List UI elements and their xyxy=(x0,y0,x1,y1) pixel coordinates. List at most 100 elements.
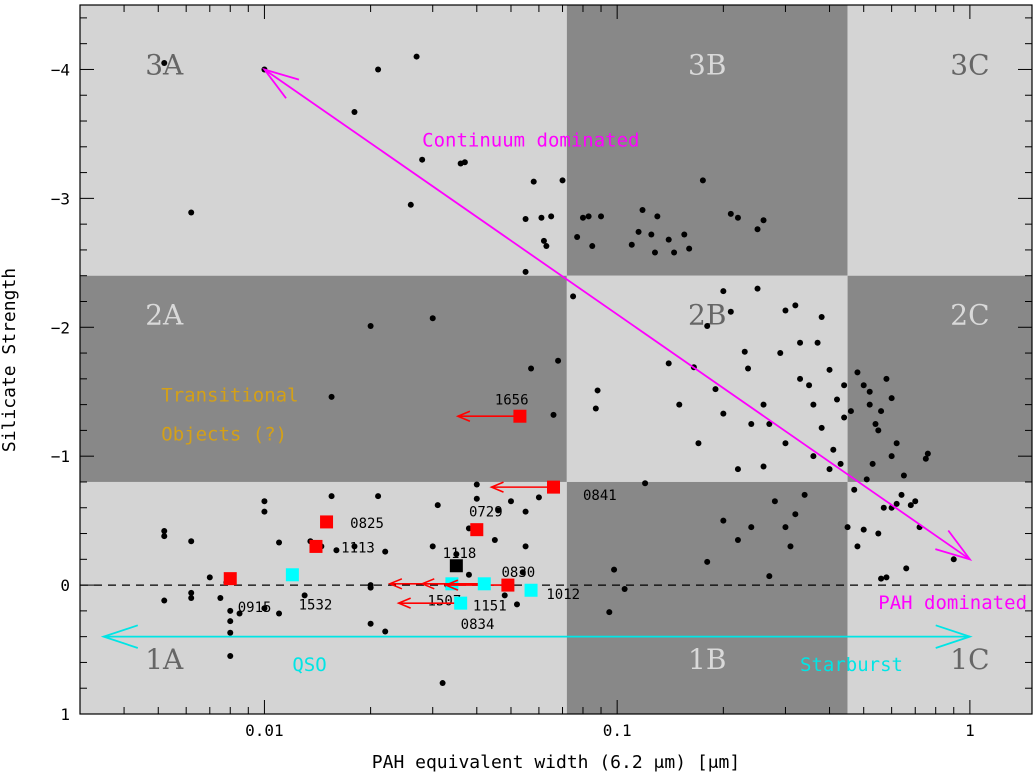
x-tick-label: 1 xyxy=(965,721,975,740)
data-point xyxy=(695,440,702,447)
x-tick-label: 0.1 xyxy=(603,721,632,740)
y-tick-label: −4 xyxy=(51,60,70,79)
data-point xyxy=(792,511,799,518)
y-axis-label: Silicate Strength xyxy=(0,268,20,452)
data-point xyxy=(863,476,870,483)
data-point xyxy=(648,231,655,238)
data-point xyxy=(651,249,658,256)
marker-label-1656: 1656 xyxy=(495,392,529,408)
region-3b xyxy=(566,5,848,276)
data-point xyxy=(570,293,577,300)
marker-label-0915: 0915 xyxy=(238,600,272,616)
data-point xyxy=(826,466,833,473)
data-point xyxy=(519,569,526,576)
data-point xyxy=(766,420,773,427)
data-point xyxy=(818,424,825,431)
data-point xyxy=(261,498,268,505)
data-point xyxy=(328,393,335,400)
data-point xyxy=(922,455,929,462)
region-label-1c: 1C xyxy=(950,643,989,676)
data-point xyxy=(382,628,389,635)
data-point xyxy=(924,450,931,457)
region-2a xyxy=(80,275,567,482)
data-point xyxy=(188,538,195,545)
data-point xyxy=(654,213,661,220)
data-point xyxy=(611,566,618,573)
data-point xyxy=(206,574,213,581)
data-point xyxy=(734,536,741,543)
data-point xyxy=(727,308,734,315)
marker-label-0729: 0729 xyxy=(469,505,503,521)
marker-0841 xyxy=(547,480,561,494)
data-point xyxy=(888,453,895,460)
marker-1113 xyxy=(309,539,323,553)
data-point xyxy=(276,610,283,617)
data-point xyxy=(227,607,234,614)
data-point xyxy=(188,594,195,601)
region-label-2c: 2C xyxy=(950,299,989,332)
data-point xyxy=(875,427,882,434)
marker-1118 xyxy=(449,559,463,573)
data-point xyxy=(810,401,817,408)
data-point xyxy=(844,524,851,531)
data-point xyxy=(950,556,957,563)
data-point xyxy=(712,386,719,393)
data-point xyxy=(748,420,755,427)
marker-label-1532: 1532 xyxy=(299,597,333,613)
data-point xyxy=(217,594,224,601)
data-point xyxy=(161,527,168,534)
marker-1532 xyxy=(285,568,299,582)
regions-layer xyxy=(80,5,1032,714)
data-point xyxy=(367,620,374,627)
data-point xyxy=(522,508,529,515)
marker-label-1118: 1118 xyxy=(443,546,477,562)
data-point xyxy=(771,498,778,505)
data-point xyxy=(900,472,907,479)
marker-label-0834: 0834 xyxy=(461,617,495,633)
data-point xyxy=(851,486,858,493)
data-point xyxy=(261,605,268,612)
marker-1656 xyxy=(513,409,527,423)
data-point xyxy=(869,460,876,467)
data-point xyxy=(810,453,817,460)
marker-0729 xyxy=(470,523,484,537)
data-point xyxy=(847,408,854,415)
annotation-0: Continuum dominated xyxy=(422,129,639,151)
marker-label-0825: 0825 xyxy=(350,516,384,532)
data-point xyxy=(745,365,752,372)
arrow-head xyxy=(935,624,973,649)
data-point xyxy=(351,108,358,115)
data-point xyxy=(826,366,833,373)
data-point xyxy=(413,53,420,60)
data-point xyxy=(720,288,727,295)
data-point xyxy=(522,543,529,550)
data-point xyxy=(642,480,649,487)
x-tick-label: 0.01 xyxy=(245,721,284,740)
data-point xyxy=(782,440,789,447)
data-point xyxy=(704,322,711,329)
data-point xyxy=(777,350,784,357)
data-point xyxy=(301,592,308,599)
data-point xyxy=(236,610,243,617)
marker-1151 xyxy=(454,596,468,610)
data-point xyxy=(866,388,873,395)
data-point xyxy=(907,502,914,509)
x-axis-label: PAH equivalent width (6.2 μm) [μm] xyxy=(372,752,740,773)
data-point xyxy=(797,339,804,346)
data-point xyxy=(681,231,688,238)
data-point xyxy=(227,618,234,625)
data-point xyxy=(878,575,885,582)
data-point xyxy=(530,178,537,185)
upper-limit-arrow-head xyxy=(387,578,403,590)
data-point xyxy=(606,609,613,616)
data-point xyxy=(860,382,867,389)
data-point xyxy=(227,652,234,659)
data-point xyxy=(898,491,905,498)
y-tick-label: 0 xyxy=(60,576,70,595)
region-label-3c: 3C xyxy=(950,49,989,82)
data-point xyxy=(453,551,460,558)
annotation-5: Starburst xyxy=(800,654,903,676)
labeled-layer: 1656 0841 0825 1113 0729 0915 1532 1118 1507 0830… xyxy=(223,392,617,633)
data-point xyxy=(854,369,861,376)
